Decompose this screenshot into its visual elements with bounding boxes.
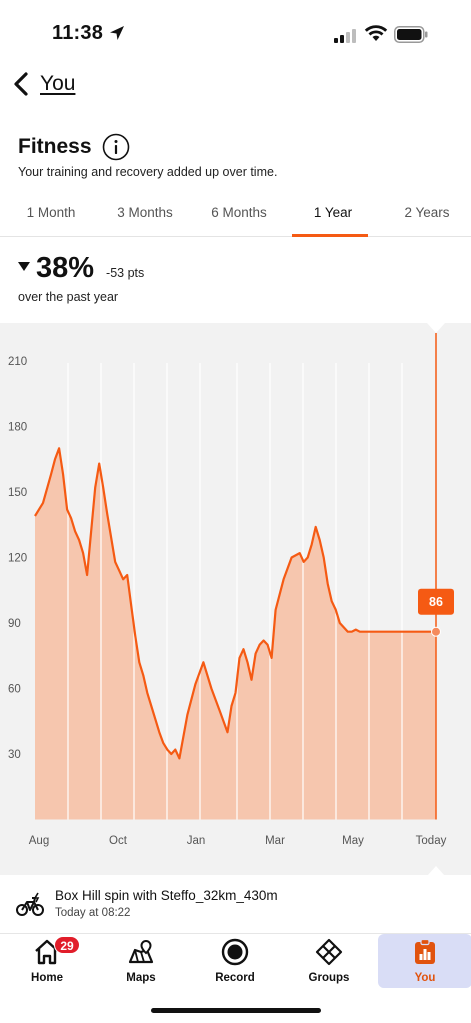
status-time: 11:38 (52, 22, 104, 44)
current-value-label: 86 (429, 595, 443, 609)
x-tick-label: Today (416, 835, 447, 847)
back-label: You (40, 72, 76, 95)
x-tick-label: May (342, 835, 364, 847)
activity-time: Today at 08:22 (55, 907, 131, 919)
nav-you-label: You (414, 972, 436, 984)
time-range-tabs: 1 Month 3 Months 6 Months 1 Year 2 Years (0, 193, 471, 237)
tab-3-months[interactable]: 3 Months (117, 205, 173, 220)
nav-maps[interactable]: Maps (94, 934, 188, 988)
you-icon (415, 938, 435, 964)
down-triangle-icon (18, 262, 30, 271)
fitness-summary: 38% -53 pts (18, 252, 144, 285)
x-tick-label: Jan (187, 835, 206, 847)
cellular-signal-icon (334, 29, 356, 43)
y-tick-label: 180 (8, 422, 27, 434)
nav-maps-label: Maps (126, 972, 156, 984)
page-subtitle: Your training and recovery added up over… (18, 165, 278, 179)
tab-1-month[interactable]: 1 Month (26, 205, 76, 220)
title-row: Fitness (18, 133, 130, 161)
y-tick-label: 90 (8, 618, 21, 630)
tab-2-years[interactable]: 2 Years (404, 205, 450, 220)
nav-groups-label: Groups (308, 972, 350, 984)
battery-icon (394, 26, 428, 43)
maps-icon (128, 939, 154, 964)
fitness-area (35, 448, 436, 820)
bottom-tab-bar: 29 Home Maps Record Groups You (0, 934, 471, 994)
activity-title: Box Hill spin with Steffo_32km_430m (55, 888, 278, 903)
y-tick-label: 60 (8, 684, 21, 696)
x-tick-label: Oct (109, 835, 128, 847)
tab-6-months[interactable]: 6 Months (211, 205, 267, 220)
nav-you[interactable]: You (378, 934, 471, 988)
change-points: -53 pts (106, 266, 145, 280)
fitness-chart[interactable]: 210 180 150 120 90 60 30 86 Aug Oct Jan Mar May Today (0, 323, 471, 875)
x-tick-label: Aug (29, 835, 49, 847)
current-value-dot (431, 626, 441, 637)
status-bar: 11:38 (0, 0, 471, 60)
chevron-left-icon (14, 72, 28, 96)
x-tick-label: Mar (265, 835, 285, 847)
nav-home-label: Home (31, 972, 63, 984)
fitness-line (34, 447, 436, 760)
nav-record[interactable]: Record (188, 934, 282, 988)
back-button[interactable]: You (12, 68, 75, 100)
active-tab-indicator (292, 234, 368, 237)
change-percent: 38% (36, 252, 95, 284)
groups-icon (315, 938, 343, 966)
record-icon (221, 938, 249, 966)
y-tick-label: 150 (8, 487, 27, 499)
y-tick-label: 210 (8, 356, 27, 368)
nav-groups[interactable]: Groups (282, 934, 376, 988)
nav-home[interactable]: 29 Home (0, 934, 94, 988)
notification-badge: 29 (54, 936, 80, 954)
tab-1-year[interactable]: 1 Year (313, 205, 353, 220)
y-tick-label: 120 (8, 553, 27, 565)
y-tick-label: 30 (8, 749, 21, 761)
wifi-icon (364, 25, 388, 41)
location-arrow-icon (110, 26, 124, 40)
nav-record-label: Record (215, 972, 255, 984)
home-indicator (151, 1008, 321, 1013)
e-bike-icon (16, 892, 44, 916)
chart-notch-top (427, 323, 445, 333)
latest-activity[interactable]: Box Hill spin with Steffo_32km_430m Toda… (0, 876, 471, 934)
chart-notch-bottom (427, 866, 445, 876)
page-title: Fitness (18, 135, 92, 158)
info-icon[interactable] (102, 133, 130, 161)
current-value-badge (418, 588, 454, 615)
summary-period: over the past year (18, 290, 119, 304)
